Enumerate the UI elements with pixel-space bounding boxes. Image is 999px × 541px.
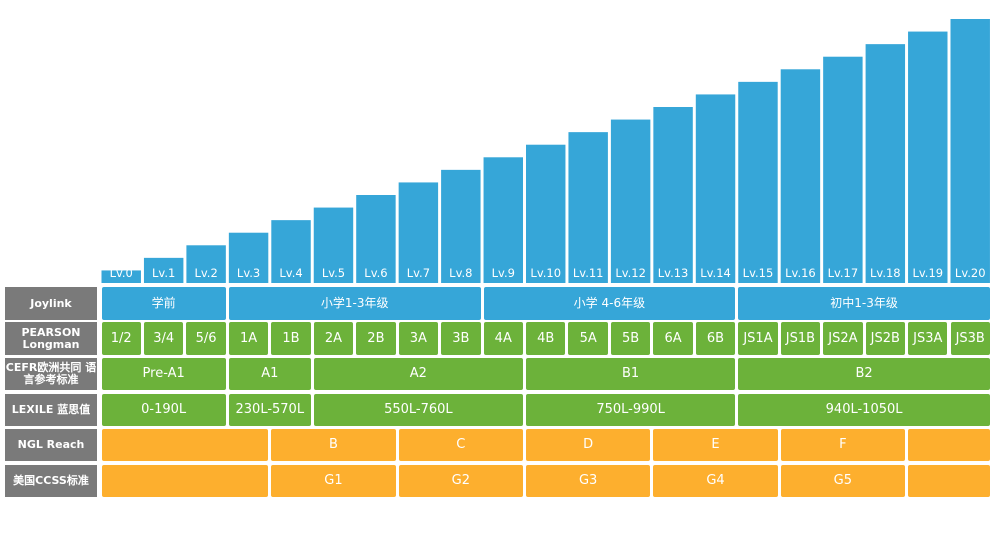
table-cell: 初中1-3年级	[738, 287, 990, 320]
bar-lv4	[271, 220, 311, 283]
table-cell: JS3A	[908, 322, 948, 355]
level-label: Lv.11	[573, 266, 604, 280]
level-label: Lv.10	[530, 266, 561, 280]
table-cell: 3B	[441, 322, 481, 355]
bar-lv16	[780, 69, 821, 283]
table-cell: F	[780, 429, 906, 461]
level-label: Lv.14	[700, 266, 731, 280]
table-cell: 5A	[568, 322, 608, 355]
bar-lv19	[908, 31, 948, 283]
level-label: Lv.1	[152, 266, 175, 280]
row-header: LEXILE 蓝思值	[5, 394, 97, 426]
table-cell: 0-190L	[101, 394, 226, 426]
table-cell: B1	[526, 358, 736, 390]
bar-lv5	[313, 207, 354, 283]
bar-lv14	[695, 94, 736, 284]
level-label: Lv.4	[279, 266, 302, 280]
bar-lv13	[653, 107, 693, 283]
table-cell: 4B	[526, 322, 566, 355]
level-label: Lv.17	[828, 266, 859, 280]
level-label: Lv.9	[492, 266, 515, 280]
table-cell	[908, 429, 990, 461]
table-cell: JS1A	[738, 322, 778, 355]
table-cell: JS2B	[865, 322, 906, 355]
table-cell: 1A	[228, 322, 269, 355]
table-cell: A2	[313, 358, 523, 390]
row-header: 美国CCSS标准	[5, 465, 97, 497]
table-cell: E	[653, 429, 778, 461]
row-header: NGL Reach	[5, 429, 97, 461]
row-header: CEFR欧洲共同 语言参考标准	[5, 358, 97, 390]
level-bar-chart: Lv.0 Lv.1 Lv.2 Lv.3 Lv.4 Lv.5 Lv.6 Lv.7 Lv.8 Lv.9…	[101, 19, 990, 284]
level-label: Lv.13	[658, 266, 689, 280]
bar-lv2	[186, 245, 226, 283]
bar-lv18	[865, 44, 906, 283]
table-cell: 1B	[271, 322, 311, 355]
table-cell: 小学1-3年级	[228, 287, 481, 320]
table-cell: B	[271, 429, 396, 461]
table-cell: B2	[738, 358, 990, 390]
table-cell: 3/4	[143, 322, 184, 355]
table-cell: 6A	[653, 322, 693, 355]
level-label: Lv.5	[322, 266, 345, 280]
level-label: Lv.7	[407, 266, 430, 280]
bar-lv9	[483, 157, 523, 283]
level-label: Lv.16	[785, 266, 816, 280]
table-cell: 2B	[356, 322, 396, 355]
table-cell: 2A	[313, 322, 354, 355]
bar-lv6	[356, 195, 396, 283]
level-label: Lv.2	[194, 266, 217, 280]
bar-lv17	[823, 56, 863, 284]
table-cell: JS1B	[780, 322, 821, 355]
level-label: Lv.8	[449, 266, 472, 280]
bar-lv8	[441, 169, 481, 283]
bar-lv3	[228, 232, 269, 283]
row-header: PEARSON Longman	[5, 322, 97, 355]
row-header: Joylink	[5, 287, 97, 320]
table-cell: 1/2	[101, 322, 141, 355]
table-cell: JS3B	[950, 322, 990, 355]
table-cell: 230L-570L	[228, 394, 311, 426]
table-cell: 4A	[483, 322, 523, 355]
table-cell: G4	[653, 465, 778, 497]
level-label: Lv.18	[870, 266, 901, 280]
level-label: Lv.20	[955, 266, 986, 280]
table-cell: 学前	[101, 287, 226, 320]
bar-lv11	[568, 132, 608, 283]
table-cell: D	[526, 429, 651, 461]
table-cell: 3A	[398, 322, 439, 355]
table-cell: G2	[398, 465, 523, 497]
table-cell: C	[398, 429, 523, 461]
table-cell: 小学 4-6年级	[483, 287, 736, 320]
table-cell: 6B	[695, 322, 736, 355]
table-cell	[101, 429, 269, 461]
level-label: Lv.12	[615, 266, 646, 280]
table-cell: 5/6	[186, 322, 226, 355]
bar-lv20	[950, 19, 990, 283]
table-cell: 940L-1050L	[738, 394, 990, 426]
table-cell	[101, 465, 269, 497]
table-cell: G3	[526, 465, 651, 497]
table-cell: G1	[271, 465, 396, 497]
bar-lv7	[398, 182, 439, 283]
table-cell: G5	[780, 465, 906, 497]
table-cell: A1	[228, 358, 311, 390]
bar-lv1	[143, 257, 184, 283]
table-cell: 750L-990L	[526, 394, 736, 426]
table-cell: 550L-760L	[313, 394, 523, 426]
table-cell	[908, 465, 990, 497]
table-cell: JS2A	[823, 322, 863, 355]
table-cell: 5B	[610, 322, 651, 355]
bar-lv10	[526, 144, 566, 283]
level-label: Lv.0	[110, 266, 133, 280]
level-label: Lv.19	[912, 266, 943, 280]
bar-lv15	[738, 81, 778, 283]
bar-lv12	[610, 119, 651, 283]
bar-lv0	[101, 270, 141, 283]
level-label: Lv.6	[364, 266, 387, 280]
table-cell: Pre-A1	[101, 358, 226, 390]
level-label: Lv.15	[743, 266, 774, 280]
level-label: Lv.3	[237, 266, 260, 280]
